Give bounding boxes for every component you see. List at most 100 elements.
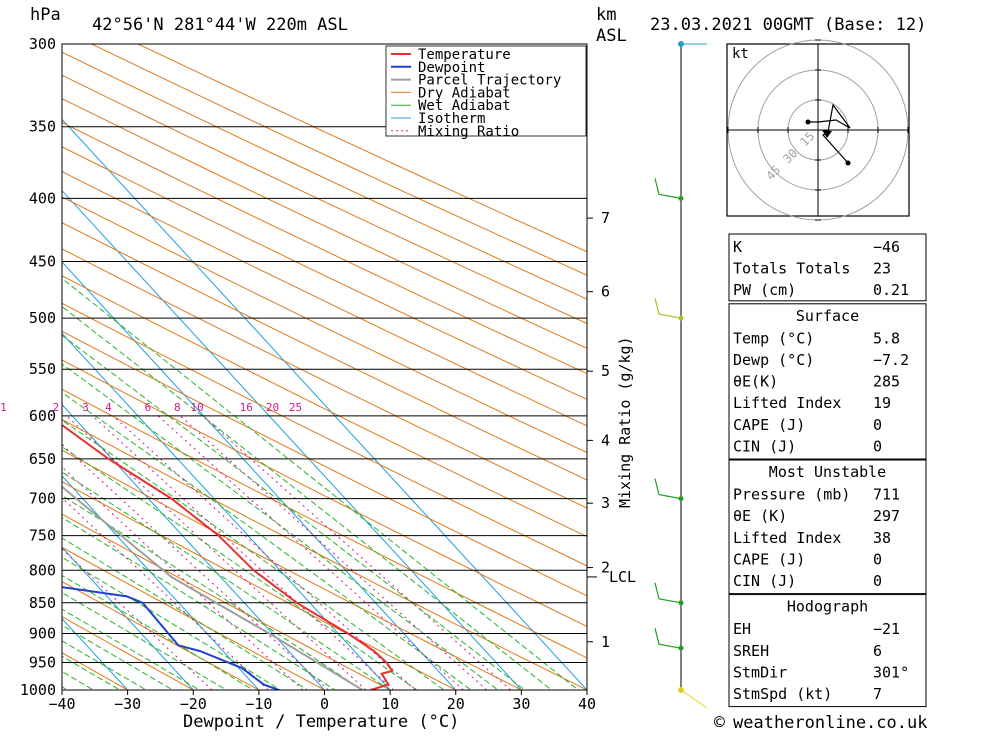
index-label: Lifted Index xyxy=(733,394,841,412)
temperature-tick-label: 40 xyxy=(578,695,596,713)
lcl-label: LCL xyxy=(609,568,636,586)
pressure-tick-label: 950 xyxy=(29,653,56,671)
section-title: Most Unstable xyxy=(769,463,886,481)
index-label: SREH xyxy=(733,642,769,660)
wet-adiabat-line xyxy=(0,26,427,716)
pressure-tick-label: 900 xyxy=(29,624,56,642)
index-value: −21 xyxy=(873,620,900,638)
section-title: Surface xyxy=(796,307,859,325)
mixing-ratio-label: 25 xyxy=(289,401,302,414)
mixing-ratio-line xyxy=(158,416,463,690)
temperature-tick-label: −10 xyxy=(245,695,272,713)
mixing-ratio-line xyxy=(67,416,366,690)
mixing-ratio-label: 16 xyxy=(240,401,253,414)
temperature-tick-label: 10 xyxy=(381,695,399,713)
index-label: StmDir xyxy=(733,663,787,681)
station-location: 42°56'N 281°44'W 220m ASL xyxy=(92,15,348,35)
index-label: Lifted Index xyxy=(733,529,841,547)
mixing-ratio-label: 6 xyxy=(144,401,151,414)
mixing-ratio-line xyxy=(93,416,394,690)
hodograph-start-point xyxy=(806,120,811,125)
wind-barb xyxy=(655,298,681,318)
hpa-unit-label: hPa xyxy=(30,5,61,25)
index-label: StmSpd (kt) xyxy=(733,685,832,703)
mixing-ratio-axis-title: Mixing Ratio (g/kg) xyxy=(616,336,634,508)
temperature-tick-label: −30 xyxy=(114,695,141,713)
wind-barb xyxy=(655,583,681,603)
wind-stub xyxy=(681,690,707,708)
index-label: EH xyxy=(733,620,751,638)
index-label: CAPE (J) xyxy=(733,550,805,568)
pressure-tick-label: 700 xyxy=(29,490,56,508)
wind-barb-shaft xyxy=(655,628,681,648)
isotherm-line xyxy=(0,44,521,690)
km-tick-label: 5 xyxy=(601,362,610,380)
temperature-tick-label: 20 xyxy=(447,695,465,713)
pressure-tick-label: 500 xyxy=(29,309,56,327)
pressure-tick-label: 450 xyxy=(29,253,56,271)
pressure-tick-label: 300 xyxy=(29,35,56,53)
index-value: 6 xyxy=(873,642,882,660)
index-label: Temp (°C) xyxy=(733,329,814,347)
km-tick-label: 4 xyxy=(601,431,610,449)
index-value: 19 xyxy=(873,394,891,412)
index-value: 301° xyxy=(873,663,909,681)
km-unit-label: km xyxy=(596,5,616,25)
pressure-tick-label: 750 xyxy=(29,527,56,545)
wind-barb-shaft xyxy=(655,583,681,603)
index-value: 0 xyxy=(873,416,882,434)
mixing-ratio-label: 10 xyxy=(190,401,203,414)
index-value: 0 xyxy=(873,550,882,568)
index-value: 0 xyxy=(873,572,882,590)
mixing-ratio-label: 3 xyxy=(82,401,89,414)
index-label: CIN (J) xyxy=(733,437,796,455)
section-title: Hodograph xyxy=(787,598,868,616)
mixing-ratio-line xyxy=(180,416,486,690)
mixing-ratio-label: 20 xyxy=(266,401,279,414)
index-value: 711 xyxy=(873,486,900,504)
index-value: −46 xyxy=(873,238,900,256)
hodograph-unit: kt xyxy=(732,46,749,62)
index-label: K xyxy=(733,238,742,256)
mixing-ratio-label: 8 xyxy=(174,401,181,414)
wind-barb xyxy=(655,178,681,198)
index-value: 7 xyxy=(873,685,882,703)
wind-barb-shaft xyxy=(655,298,681,318)
legend-entry: Mixing Ratio xyxy=(418,124,519,140)
wet-adiabat-line xyxy=(0,26,401,716)
dry-adiabat-line xyxy=(0,7,374,716)
index-value: 38 xyxy=(873,529,891,547)
isotherm-lines xyxy=(0,44,587,690)
temperature-tick-label: 0 xyxy=(320,695,329,713)
km-tick-label: 3 xyxy=(601,494,610,512)
pressure-tick-label: 600 xyxy=(29,407,56,425)
index-label: PW (cm) xyxy=(733,281,796,299)
index-label: θE (K) xyxy=(733,507,787,525)
forecast-datetime: 23.03.2021 00GMT (Base: 12) xyxy=(650,15,926,35)
pressure-tick-label: 650 xyxy=(29,450,56,468)
index-label: CAPE (J) xyxy=(733,416,805,434)
index-label: θE(K) xyxy=(733,373,778,391)
pressure-axis: 3003504004505005506006507007508008509009… xyxy=(20,35,56,699)
mixing-ratio-label: 1 xyxy=(0,401,7,414)
plot-frame xyxy=(62,44,587,690)
index-value: 0.21 xyxy=(873,281,909,299)
pressure-tick-label: 400 xyxy=(29,189,56,207)
km-tick-label: 7 xyxy=(601,209,610,227)
site-credit[interactable]: weatheronline.co.uk xyxy=(733,713,927,733)
pressure-tick-label: 850 xyxy=(29,594,56,612)
isotherm-line xyxy=(0,44,456,690)
km-tick-label: 1 xyxy=(601,633,610,651)
wind-profile xyxy=(655,41,707,708)
index-label: Pressure (mb) xyxy=(733,486,850,504)
hodograph-end-point xyxy=(846,161,851,166)
isotherm-line xyxy=(0,44,587,690)
temperature-tick-label: −20 xyxy=(180,695,207,713)
x-axis-title: Dewpoint / Temperature (°C) xyxy=(183,712,459,732)
asl-unit-label: ASL xyxy=(596,26,627,46)
pressure-tick-label: 350 xyxy=(29,118,56,136)
